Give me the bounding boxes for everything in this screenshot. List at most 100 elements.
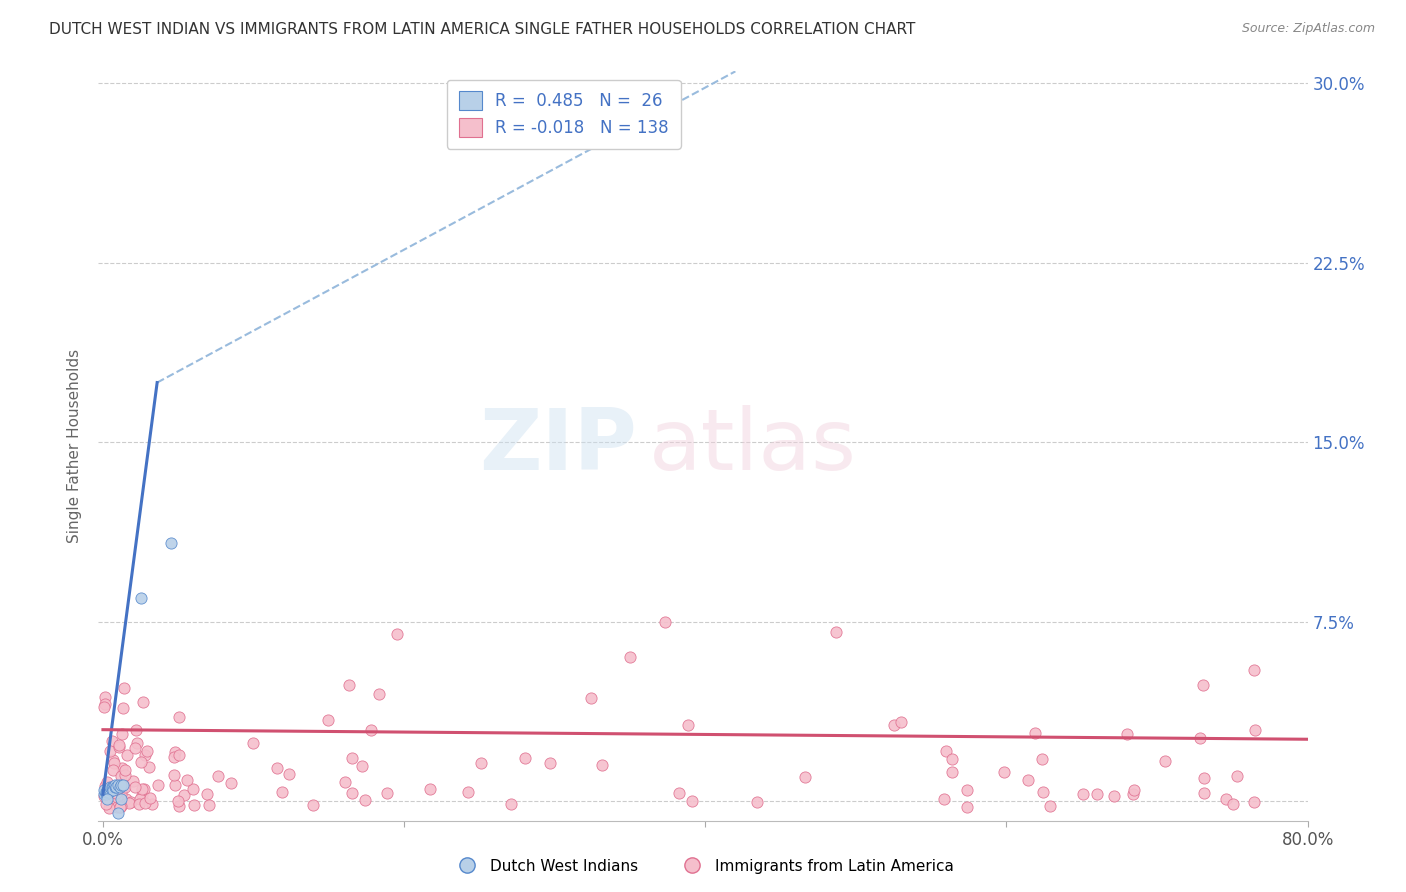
Point <box>162 767 184 781</box>
Point <box>197 788 219 802</box>
Point <box>114 763 136 777</box>
Point <box>360 723 382 737</box>
Point <box>1017 772 1039 787</box>
Point <box>94 787 117 801</box>
Y-axis label: Single Father Households: Single Father Households <box>67 349 83 543</box>
Point <box>111 727 134 741</box>
Point <box>1192 677 1215 691</box>
Point <box>112 701 135 715</box>
Point <box>105 790 128 805</box>
Point <box>368 687 391 701</box>
Point <box>110 799 132 814</box>
Point <box>165 745 187 759</box>
Point <box>127 735 149 749</box>
Point <box>340 751 363 765</box>
Point <box>166 794 188 808</box>
Point <box>1085 788 1108 802</box>
Text: atlas: atlas <box>648 404 856 488</box>
Point <box>96 775 118 789</box>
Point <box>112 779 135 793</box>
Point <box>501 797 523 812</box>
Point <box>419 781 441 796</box>
Point <box>134 747 156 762</box>
Point <box>1153 754 1175 768</box>
Point <box>97 785 120 799</box>
Point <box>105 781 128 796</box>
Point <box>96 792 118 806</box>
Point <box>1215 791 1237 805</box>
Legend: Dutch West Indians, Immigrants from Latin America: Dutch West Indians, Immigrants from Lati… <box>446 853 960 880</box>
Point <box>219 776 242 790</box>
Point <box>676 717 699 731</box>
Point <box>198 797 221 812</box>
Point <box>163 750 186 764</box>
Point <box>107 806 129 821</box>
Point <box>94 780 117 794</box>
Point <box>114 780 136 794</box>
Point <box>115 792 138 806</box>
Point <box>94 797 117 811</box>
Point <box>513 751 536 765</box>
Point <box>108 780 131 794</box>
Point <box>129 591 152 605</box>
Point <box>176 772 198 787</box>
Point <box>1032 785 1054 799</box>
Point <box>271 785 294 799</box>
Point <box>1031 752 1053 766</box>
Point <box>105 800 128 814</box>
Point <box>100 780 122 794</box>
Point <box>114 768 136 782</box>
Point <box>1243 796 1265 810</box>
Point <box>375 786 398 800</box>
Point <box>1192 786 1215 800</box>
Point <box>97 782 120 797</box>
Point <box>103 756 125 771</box>
Point <box>207 769 229 783</box>
Point <box>94 698 117 712</box>
Point <box>131 789 153 803</box>
Point <box>131 781 153 796</box>
Point <box>111 778 134 792</box>
Point <box>134 796 156 810</box>
Text: ZIP: ZIP <box>479 404 637 488</box>
Point <box>108 799 131 814</box>
Point <box>316 713 339 727</box>
Point <box>337 677 360 691</box>
Point <box>935 744 957 758</box>
Point <box>136 744 159 758</box>
Point <box>1226 769 1249 783</box>
Text: DUTCH WEST INDIAN VS IMMIGRANTS FROM LATIN AMERICA SINGLE FATHER HOUSEHOLDS CORR: DUTCH WEST INDIAN VS IMMIGRANTS FROM LAT… <box>49 22 915 37</box>
Point <box>132 782 155 797</box>
Point <box>110 787 132 801</box>
Point <box>117 796 139 810</box>
Point <box>146 779 169 793</box>
Point <box>101 734 124 748</box>
Point <box>941 764 963 779</box>
Point <box>96 785 118 799</box>
Point <box>93 789 115 803</box>
Point <box>94 785 117 799</box>
Point <box>591 757 613 772</box>
Point <box>825 625 848 640</box>
Point <box>333 775 356 789</box>
Point <box>183 798 205 813</box>
Point <box>122 773 145 788</box>
Point <box>668 786 690 800</box>
Point <box>128 797 150 811</box>
Point <box>105 780 128 794</box>
Point <box>619 650 641 665</box>
Point <box>1073 787 1095 801</box>
Point <box>470 756 492 771</box>
Point <box>98 744 121 758</box>
Point <box>1039 799 1062 814</box>
Point <box>1116 726 1139 740</box>
Point <box>101 780 124 794</box>
Point <box>302 798 325 813</box>
Point <box>108 739 131 754</box>
Point <box>1122 788 1144 802</box>
Point <box>104 780 127 794</box>
Point <box>110 778 132 792</box>
Point <box>1189 731 1212 745</box>
Point <box>110 799 132 814</box>
Point <box>352 758 374 772</box>
